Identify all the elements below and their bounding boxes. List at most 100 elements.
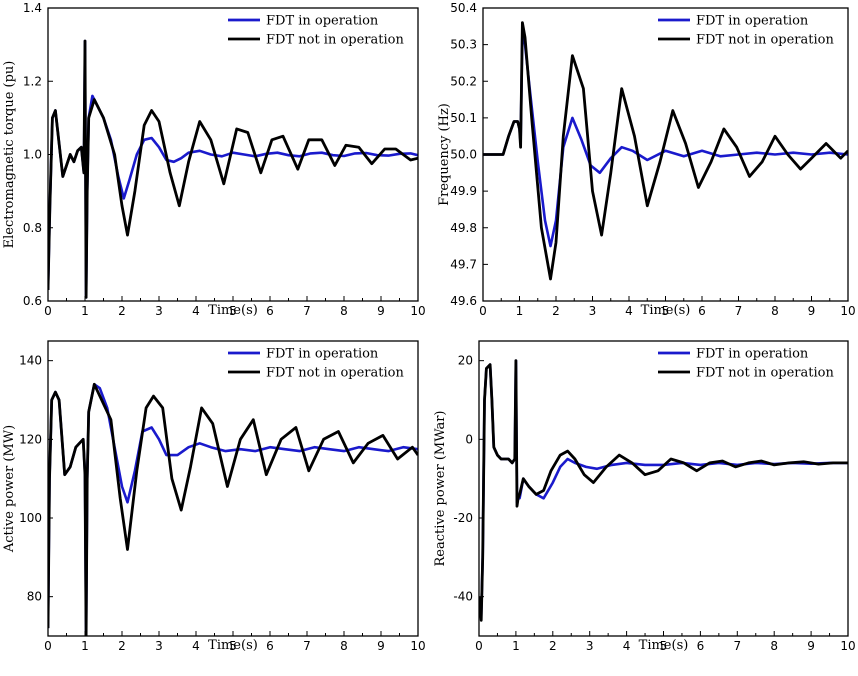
x-tick-label: 8 — [770, 639, 778, 653]
series-line-fdt-in-operation — [479, 359, 848, 618]
y-tick-label: 49.9 — [450, 184, 477, 198]
y-tick-label: 1.0 — [23, 148, 42, 162]
plot-frame — [47, 340, 419, 637]
x-tick-label: 9 — [377, 639, 385, 653]
series-line-fdt-in-operation — [48, 383, 418, 636]
x-tick-label: 2 — [552, 304, 560, 318]
legend-label: FDT in operation — [266, 347, 379, 362]
series-line-fdt-not-in-operation — [483, 21, 848, 281]
x-tick-label: 2 — [549, 639, 557, 653]
x-tick-label: 1 — [81, 639, 89, 653]
x-tick-label: 8 — [340, 639, 348, 653]
x-tick-label: 0 — [44, 304, 52, 318]
x-axis-title: Time(s) — [639, 638, 689, 653]
legend-label: FDT in operation — [696, 347, 809, 362]
x-tick-label: 9 — [377, 304, 385, 318]
series-line-fdt-not-in-operation — [479, 359, 848, 622]
x-tick-label: 10 — [840, 304, 855, 318]
series-line-fdt-in-operation — [48, 39, 418, 299]
x-tick-label: 0 — [479, 304, 487, 318]
y-tick-label: 49.8 — [450, 221, 477, 235]
legend: FDT in operation FDT not in operation — [228, 14, 404, 48]
panel-frequency: 0 1 2 3 4 5 6 7 8 9 10 49.6 49.7 49.8 49.9 50.0 50.1 50.2… — [437, 1, 856, 318]
y-tick-label: -20 — [453, 511, 473, 525]
legend-label: FDT not in operation — [266, 366, 404, 381]
x-tick-label: 6 — [697, 639, 705, 653]
legend-label: FDT in operation — [266, 14, 379, 29]
y-tick-label: 50.1 — [450, 111, 477, 125]
y-tick-label: 0.6 — [23, 294, 42, 308]
x-tick-label: 4 — [623, 639, 631, 653]
x-tick-label: 9 — [808, 304, 816, 318]
x-tick-label: 7 — [303, 639, 311, 653]
legend: FDT in operation FDT not in operation — [658, 347, 834, 381]
y-tick-label: 1.4 — [23, 1, 42, 15]
y-axis-title: Electromagnetic torque (pu) — [2, 61, 17, 249]
y-tick-label: -40 — [453, 590, 473, 604]
y-tick-label: 50.3 — [450, 38, 477, 52]
x-tick-label: 9 — [807, 639, 815, 653]
x-tick-label: 4 — [192, 639, 200, 653]
x-tick-label: 1 — [512, 639, 520, 653]
x-axis-title: Time(s) — [208, 303, 258, 318]
x-tick-label: 6 — [266, 304, 274, 318]
x-tick-label: 10 — [410, 639, 425, 653]
legend-label: FDT not in operation — [266, 33, 404, 48]
x-tick-label: 5 — [660, 639, 668, 653]
plot-frame — [47, 7, 419, 302]
y-tick-label: 50.4 — [450, 1, 477, 15]
x-tick-label: 7 — [735, 304, 743, 318]
series-line-fdt-not-in-operation — [48, 382, 418, 636]
y-tick-label: 1.2 — [23, 74, 42, 88]
x-tick-label: 1 — [81, 304, 89, 318]
x-tick-label: 7 — [303, 304, 311, 318]
x-tick-label: 7 — [733, 639, 741, 653]
x-tick-label: 5 — [662, 304, 670, 318]
x-tick-label: 3 — [586, 639, 594, 653]
x-tick-label: 6 — [266, 639, 274, 653]
x-tick-label: 2 — [118, 304, 126, 318]
legend: FDT in operation FDT not in operation — [658, 14, 834, 48]
legend-label: FDT not in operation — [696, 33, 834, 48]
y-tick-label: 49.7 — [450, 257, 477, 271]
x-tick-label: 1 — [516, 304, 524, 318]
y-tick-label: 140 — [19, 354, 42, 368]
y-tick-label: 80 — [27, 590, 42, 604]
panel-torque: 0 1 2 3 4 5 6 7 8 9 10 0.6 0.8 1.0 1.2 1.4 Time(s) Electr… — [2, 1, 426, 318]
legend: FDT in operation FDT not in operation — [228, 347, 404, 381]
x-tick-label: 0 — [475, 639, 483, 653]
plot-frame — [478, 340, 849, 637]
y-tick-label: 20 — [458, 354, 473, 368]
x-axis-title: Time(s) — [208, 638, 258, 653]
x-tick-label: 6 — [698, 304, 706, 318]
x-tick-label: 4 — [192, 304, 200, 318]
x-tick-label: 10 — [840, 639, 855, 653]
panel-active-power: 0 1 2 3 4 5 6 7 8 9 10 80 100 120 140 Time(s) Active pow… — [2, 340, 426, 653]
x-tick-label: 8 — [771, 304, 779, 318]
x-tick-label: 3 — [155, 304, 163, 318]
y-tick-label: 0.8 — [23, 221, 42, 235]
x-tick-label: 10 — [410, 304, 425, 318]
y-axis-title: Frequency (Hz) — [437, 103, 452, 206]
x-tick-label: 5 — [229, 304, 237, 318]
x-tick-label: 3 — [589, 304, 597, 318]
y-axis-title: Reactive power (MWar) — [433, 410, 448, 566]
y-tick-label: 50.2 — [450, 74, 477, 88]
legend-label: FDT not in operation — [696, 366, 834, 381]
y-tick-label: 120 — [19, 432, 42, 446]
x-tick-label: 0 — [44, 639, 52, 653]
y-tick-label: 0 — [465, 432, 473, 446]
x-tick-label: 3 — [155, 639, 163, 653]
x-tick-label: 5 — [229, 639, 237, 653]
panel-reactive-power: 0 1 2 3 4 5 6 7 8 9 10 -40 -20 0 20 Time(s) Reactive pow… — [433, 340, 856, 653]
x-tick-label: 8 — [340, 304, 348, 318]
x-axis-title: Time(s) — [641, 303, 691, 318]
y-tick-label: 100 — [19, 511, 42, 525]
y-tick-label: 49.6 — [450, 294, 477, 308]
legend-label: FDT in operation — [696, 14, 809, 29]
x-tick-label: 4 — [625, 304, 633, 318]
y-tick-label: 50.0 — [450, 148, 477, 162]
series-line-fdt-not-in-operation — [48, 39, 418, 299]
x-tick-label: 2 — [118, 639, 126, 653]
